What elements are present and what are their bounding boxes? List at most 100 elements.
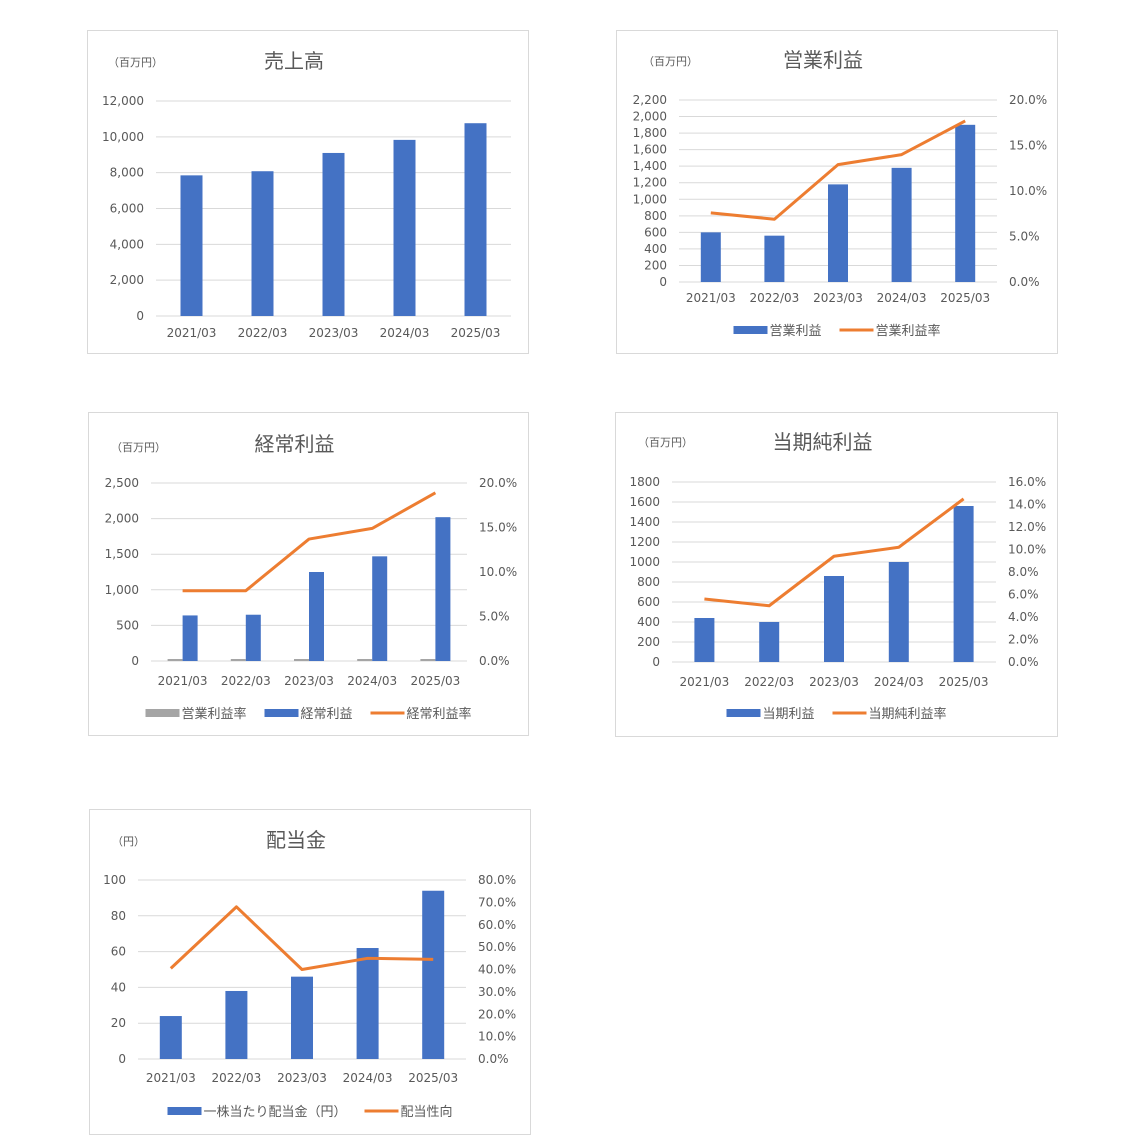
series-line xyxy=(169,905,434,971)
y-tick-label: 1000 xyxy=(629,555,660,569)
y-tick-label: 1,000 xyxy=(105,583,139,597)
x-tick-label: 2021/03 xyxy=(686,291,736,305)
y2-tick-label: 8.0% xyxy=(1008,565,1039,579)
bar xyxy=(251,171,274,316)
x-tick-label: 2022/03 xyxy=(221,674,271,688)
x-tick-label: 2022/03 xyxy=(744,675,794,689)
y2-tick-label: 14.0% xyxy=(1008,498,1046,512)
y-tick-label: 0 xyxy=(131,654,139,668)
legend-label: 当期利益 xyxy=(763,707,815,722)
legend-swatch-bar xyxy=(264,709,299,717)
y-tick-label: 40 xyxy=(111,980,126,994)
legend-swatch-bar xyxy=(726,709,761,717)
legend-label: 営業利益率 xyxy=(182,706,247,722)
ordinary-profit-chart-svg: 経常利益 （百万円） 0 500 1,000 1,500 2,000 2,500 0.0% 5.0… xyxy=(105,432,517,722)
y-tick-label: 12,000 xyxy=(102,94,144,108)
legend-label: 経常利益 xyxy=(301,707,353,722)
legend-label: 営業利益率 xyxy=(876,323,941,339)
bar xyxy=(759,622,780,662)
legend-swatch-bar xyxy=(733,326,768,334)
y2-tick-label: 4.0% xyxy=(1008,610,1039,624)
chart-title: 当期純利益 xyxy=(773,430,873,454)
sales-chart-panel: 売上高 （百万円） 0 2,000 4,000 6,000 8,000 10,000 12,00… xyxy=(87,30,529,354)
y2-tick-label: 50.0% xyxy=(478,940,516,954)
y-tick-label: 800 xyxy=(644,209,667,223)
bar xyxy=(372,556,388,661)
y2-tick-label: 6.0% xyxy=(1008,588,1039,602)
x-tick-label: 2024/03 xyxy=(877,291,927,305)
bar xyxy=(159,1016,182,1059)
bar xyxy=(309,572,324,661)
x-tick-label: 2025/03 xyxy=(940,291,990,305)
chart-title: 営業利益 xyxy=(783,48,863,72)
y-tick-label: 200 xyxy=(637,635,660,649)
bar xyxy=(824,576,844,662)
y2-tick-label: 0.0% xyxy=(1008,655,1039,669)
y2-tick-label: 30.0% xyxy=(478,985,516,999)
legend-label: 営業利益 xyxy=(770,323,822,339)
x-tick-label: 2023/03 xyxy=(309,326,359,340)
y-tick-label: 2,000 xyxy=(110,273,144,287)
dividend-chart-svg: 配当金 （円） 0 20 40 60 80 100 0.0% 10.0% 20.0% 30.0% 40.… xyxy=(103,828,516,1120)
y-tick-label: 8,000 xyxy=(110,166,144,180)
y-tick-label: 1200 xyxy=(629,535,660,549)
y-tick-label: 1,200 xyxy=(633,176,667,190)
y2-tick-label: 20.0% xyxy=(479,476,517,490)
x-tick-label: 2021/03 xyxy=(679,675,729,689)
bar xyxy=(891,167,912,282)
x-tick-label: 2024/03 xyxy=(380,326,430,340)
sales-chart-svg: 売上高 （百万円） 0 2,000 4,000 6,000 8,000 10,000 12,00… xyxy=(102,49,511,340)
y-tick-label: 6,000 xyxy=(110,202,144,216)
bar xyxy=(888,562,909,662)
y-tick-label: 400 xyxy=(644,242,667,256)
chart-title: 配当金 xyxy=(266,828,326,852)
y2-tick-label: 2.0% xyxy=(1008,633,1039,647)
x-tick-label: 2022/03 xyxy=(749,291,799,305)
y-tick-label: 1400 xyxy=(629,515,660,529)
y2-tick-label: 40.0% xyxy=(478,963,516,977)
y-tick-label: 1800 xyxy=(629,475,660,489)
y-tick-label: 4,000 xyxy=(110,237,144,251)
y2-tick-label: 12.0% xyxy=(1008,520,1046,534)
legend-label: 配当性向 xyxy=(401,1104,453,1120)
unit-label: （百万円） xyxy=(643,55,698,68)
unit-label: （百万円） xyxy=(108,56,163,69)
x-tick-label: 2023/03 xyxy=(277,1071,327,1085)
y2-tick-label: 0.0% xyxy=(1009,275,1040,289)
y-tick-label: 0 xyxy=(136,309,144,323)
bar xyxy=(393,139,416,316)
bar xyxy=(180,175,203,316)
y-tick-label: 2,000 xyxy=(105,512,139,526)
y-tick-label: 1600 xyxy=(629,495,660,509)
y2-tick-label: 10.0% xyxy=(479,565,517,579)
y-tick-label: 2,200 xyxy=(633,93,667,107)
bar xyxy=(294,659,309,661)
ordinary-profit-chart-panel: 経常利益 （百万円） 0 500 1,000 1,500 2,000 2,500 0.0% 5.0… xyxy=(88,412,529,736)
bar xyxy=(291,976,313,1059)
y-tick-label: 60 xyxy=(111,945,126,959)
y2-tick-label: 10.0% xyxy=(478,1030,516,1044)
bar xyxy=(167,659,183,661)
series-line xyxy=(704,497,965,608)
x-tick-label: 2025/03 xyxy=(408,1071,458,1085)
y-tick-label: 0 xyxy=(118,1052,126,1066)
bar xyxy=(435,517,451,661)
y-tick-label: 10,000 xyxy=(102,130,144,144)
x-tick-label: 2023/03 xyxy=(813,291,863,305)
net-income-chart-svg: 当期純利益 （百万円） 0 200 400 600 800 1000 1200 1400 1600 1… xyxy=(629,430,1046,722)
x-tick-label: 2025/03 xyxy=(451,326,501,340)
bar xyxy=(422,890,445,1059)
x-tick-label: 2024/03 xyxy=(874,675,924,689)
y2-tick-label: 10.0% xyxy=(1009,184,1047,198)
legend-swatch-bar xyxy=(167,1107,202,1115)
unit-label: （円） xyxy=(112,835,145,848)
operating-profit-chart-panel: 営業利益 （百万円） 0 200 400 600 800 1,000 1,200 1,400 1,6… xyxy=(616,30,1058,354)
y-tick-label: 600 xyxy=(644,225,667,239)
legend-label: 当期純利益率 xyxy=(869,706,947,722)
chart-title: 売上高 xyxy=(264,49,324,73)
x-tick-label: 2025/03 xyxy=(410,674,460,688)
y2-tick-label: 5.0% xyxy=(1009,230,1040,244)
y-tick-label: 1,500 xyxy=(105,547,139,561)
series-line xyxy=(182,491,437,593)
y-tick-label: 1,400 xyxy=(633,159,667,173)
